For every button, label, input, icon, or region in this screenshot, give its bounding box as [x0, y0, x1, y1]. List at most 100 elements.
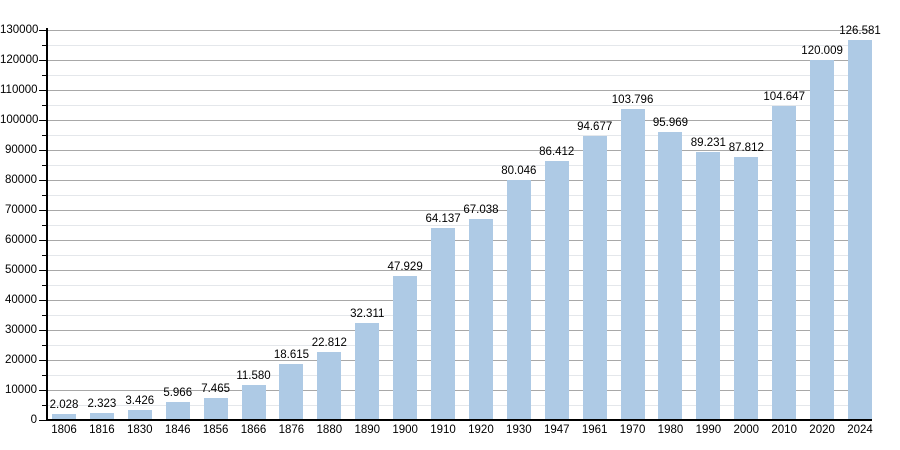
y-axis-minor-tick — [42, 255, 47, 256]
bar — [203, 397, 228, 420]
bar-value-label: 11.580 — [236, 370, 271, 383]
bar-value-label: 47.929 — [387, 261, 423, 274]
x-axis-tick-label: 1970 — [619, 424, 646, 436]
y-axis-tick-label: 70000 — [5, 204, 37, 216]
y-gridline-minor — [47, 255, 872, 256]
bar — [127, 409, 152, 420]
bar — [810, 59, 835, 420]
x-axis-tick-label: 2024 — [847, 424, 873, 436]
y-axis-major-tick — [39, 420, 47, 421]
y-axis-tick-label: 120000 — [0, 54, 39, 66]
y-axis-tick-label: 30000 — [5, 324, 37, 336]
y-axis-major-tick — [39, 240, 47, 241]
y-axis-line — [46, 28, 48, 421]
bar — [431, 227, 456, 420]
y-axis-tick-label: 50000 — [5, 264, 37, 276]
y-axis-tick-label: 10000 — [5, 384, 37, 396]
x-axis-line — [46, 419, 872, 421]
x-axis-tick-label: 1990 — [695, 424, 722, 436]
y-gridline-major — [47, 150, 872, 151]
bar-value-label: 126.581 — [839, 25, 881, 38]
y-axis-minor-tick — [42, 375, 47, 376]
bar — [393, 276, 418, 420]
y-axis-tick-label: 40000 — [5, 294, 37, 306]
y-axis-minor-tick — [42, 105, 47, 106]
x-axis-tick-label: 1961 — [581, 424, 608, 436]
y-axis-minor-tick — [42, 405, 47, 406]
bar — [544, 160, 569, 420]
y-gridline-minor — [47, 135, 872, 136]
y-gridline-minor — [47, 105, 872, 106]
y-gridline-major — [47, 390, 872, 391]
bar — [279, 364, 304, 420]
bar — [165, 402, 190, 420]
x-axis-tick-label: 1980 — [657, 424, 684, 436]
x-axis-tick-label: 1806 — [51, 424, 77, 436]
y-axis-tick-label: 60000 — [5, 234, 37, 246]
y-gridline-minor — [47, 195, 872, 196]
bar — [89, 413, 114, 420]
bar — [658, 132, 683, 420]
bar-value-label: 103.796 — [611, 93, 654, 106]
bar-value-label: 104.647 — [763, 91, 805, 104]
y-gridline-minor — [47, 165, 872, 166]
bar-value-label: 67.038 — [463, 203, 499, 216]
bar-value-label: 32.311 — [350, 308, 385, 321]
bar-value-label: 89.231 — [690, 137, 726, 150]
x-axis-tick-label: 2020 — [809, 424, 835, 436]
y-axis-major-tick — [39, 90, 47, 91]
bar-value-label: 86.412 — [539, 145, 575, 158]
bar — [317, 351, 342, 420]
y-gridline-major — [47, 90, 872, 91]
y-axis-minor-tick — [42, 45, 47, 46]
y-axis-minor-tick — [42, 135, 47, 136]
bar-value-label: 3.426 — [125, 394, 155, 407]
y-axis-tick-label: 130000 — [0, 24, 39, 36]
bar — [734, 156, 759, 420]
y-axis-tick-label: 100000 — [0, 114, 39, 126]
bar-value-label: 94.677 — [577, 120, 613, 133]
bar — [848, 40, 872, 420]
y-axis-major-tick — [39, 120, 47, 121]
bar — [52, 413, 76, 420]
x-axis-tick-label: 1890 — [354, 424, 381, 436]
y-gridline-minor — [47, 285, 872, 286]
bar — [696, 152, 721, 420]
bar-value-label: 64.137 — [425, 212, 461, 225]
y-axis-major-tick — [39, 270, 47, 271]
x-axis-tick-label: 1947 — [543, 424, 570, 436]
bar-value-label: 2.028 — [49, 398, 79, 411]
y-axis-tick-label: 0 — [30, 414, 37, 426]
y-axis-major-tick — [39, 330, 47, 331]
y-gridline-major — [47, 60, 872, 61]
y-gridline-major — [47, 270, 872, 271]
y-gridline-minor — [47, 225, 872, 226]
x-axis-tick-label: 1846 — [164, 424, 191, 436]
y-axis-tick-label: 90000 — [5, 144, 37, 156]
y-gridline-minor — [47, 315, 872, 316]
x-axis-tick-label: 1816 — [89, 424, 115, 436]
y-axis-minor-tick — [42, 285, 47, 286]
bar — [582, 135, 607, 420]
bar-value-label: 5.966 — [163, 387, 193, 400]
y-axis-minor-tick — [42, 345, 47, 346]
y-gridline-minor — [47, 405, 872, 406]
y-gridline-minor — [47, 345, 872, 346]
y-gridline-major — [47, 300, 872, 301]
y-axis-major-tick — [39, 30, 47, 31]
x-axis-tick-label: 2000 — [733, 424, 760, 436]
y-axis-major-tick — [39, 180, 47, 181]
x-axis-tick-label: 1910 — [430, 424, 456, 436]
y-axis-major-tick — [39, 300, 47, 301]
y-gridline-minor — [47, 375, 872, 376]
x-axis-tick-label: 1866 — [240, 424, 267, 436]
y-axis-major-tick — [39, 360, 47, 361]
y-gridline-major — [47, 360, 872, 361]
x-axis-tick-label: 1900 — [392, 424, 418, 436]
bar-value-label: 95.969 — [652, 117, 689, 130]
bar — [772, 106, 797, 420]
y-axis-major-tick — [39, 390, 47, 391]
x-axis-tick-label: 1920 — [468, 424, 494, 436]
y-gridline-minor — [47, 75, 872, 76]
